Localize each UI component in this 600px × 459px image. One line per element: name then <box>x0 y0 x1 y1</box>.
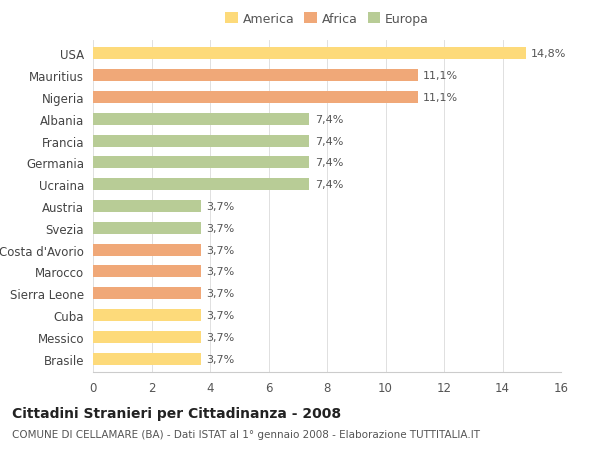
Text: 3,7%: 3,7% <box>206 223 235 233</box>
Text: 11,1%: 11,1% <box>423 71 458 81</box>
Text: 7,4%: 7,4% <box>315 136 343 146</box>
Bar <box>93 244 201 256</box>
Text: 14,8%: 14,8% <box>531 50 566 59</box>
Text: Cittadini Stranieri per Cittadinanza - 2008: Cittadini Stranieri per Cittadinanza - 2… <box>12 406 341 420</box>
Text: 3,7%: 3,7% <box>206 354 235 364</box>
Legend: America, Africa, Europa: America, Africa, Europa <box>220 8 434 31</box>
Bar <box>93 92 418 104</box>
Bar <box>93 70 418 82</box>
Text: 3,7%: 3,7% <box>206 310 235 320</box>
Bar <box>93 222 201 234</box>
Bar <box>93 157 310 169</box>
Text: 7,4%: 7,4% <box>315 158 343 168</box>
Text: 11,1%: 11,1% <box>423 93 458 103</box>
Bar <box>93 179 310 191</box>
Text: 3,7%: 3,7% <box>206 332 235 342</box>
Text: 3,7%: 3,7% <box>206 267 235 277</box>
Bar <box>93 287 201 300</box>
Bar <box>93 135 310 147</box>
Bar <box>93 331 201 343</box>
Bar <box>93 309 201 321</box>
Bar <box>93 114 310 126</box>
Text: 3,7%: 3,7% <box>206 245 235 255</box>
Text: 3,7%: 3,7% <box>206 289 235 298</box>
Text: 3,7%: 3,7% <box>206 202 235 212</box>
Bar <box>93 201 201 213</box>
Text: 7,4%: 7,4% <box>315 180 343 190</box>
Bar <box>93 266 201 278</box>
Text: 7,4%: 7,4% <box>315 115 343 124</box>
Bar <box>93 48 526 60</box>
Text: COMUNE DI CELLAMARE (BA) - Dati ISTAT al 1° gennaio 2008 - Elaborazione TUTTITAL: COMUNE DI CELLAMARE (BA) - Dati ISTAT al… <box>12 429 480 439</box>
Bar <box>93 353 201 365</box>
